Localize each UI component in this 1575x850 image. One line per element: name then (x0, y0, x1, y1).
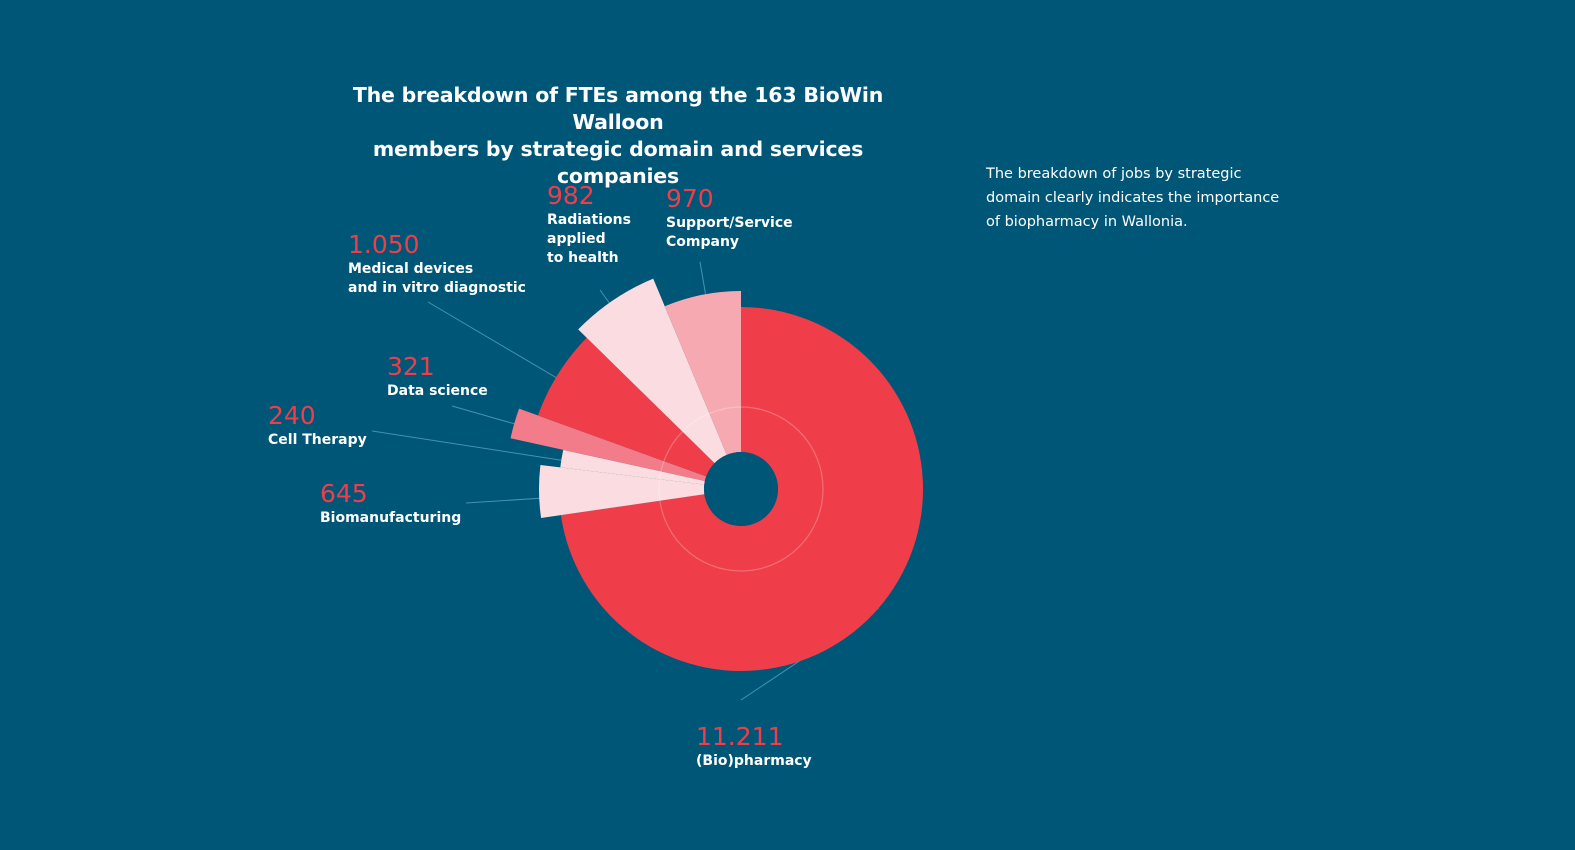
label-bio-pharmacy: 11.211 (Bio)pharmacy (696, 722, 812, 769)
slice-support-service-company (664, 291, 741, 455)
data-label-name: applied (547, 231, 606, 247)
data-label-name: to health (547, 250, 619, 266)
data-label-value: 970 (666, 184, 714, 213)
data-label-value: 321 (387, 352, 435, 381)
label-radiations-applied-to-health: 982 Radiations applied to health (547, 181, 631, 266)
data-label-value: 982 (547, 181, 595, 210)
data-label-name: Support/Service (666, 215, 793, 231)
data-label-name: Company (666, 234, 739, 250)
data-label-name: Medical devices (348, 261, 473, 277)
label-support-service-company: 970 Support/Service Company (666, 184, 793, 250)
slice-radiations-applied-to-health (578, 278, 727, 464)
data-label-value: 240 (268, 401, 316, 430)
data-label-value: 645 (320, 479, 368, 508)
slice-biomanufacturing (538, 465, 705, 518)
side-note: The breakdown of jobs by strategic domai… (986, 162, 1316, 234)
chart-title-line-2: members by strategic domain and services… (372, 137, 864, 188)
slice-medical-devices-and-in-vitro-diagnostic (537, 337, 715, 477)
slice-cell-therapy (560, 449, 705, 485)
data-label-name: Radiations (547, 212, 631, 228)
data-label-name: Cell Therapy (268, 432, 367, 448)
data-label-name: Data science (387, 383, 488, 399)
slice-data-science (510, 408, 707, 482)
label-biomanufacturing: 645 Biomanufacturing (320, 479, 461, 526)
center-hole (704, 452, 778, 526)
chart-title: The breakdown of FTEs among the 163 BioW… (318, 82, 918, 190)
chart-overlay (658, 406, 824, 572)
label-medical-devices-and-in-vitro-diagnostic: 1.050 Medical devices and in vitro diagnos… (348, 230, 526, 296)
side-note-line-1: The breakdown of jobs by strategic (986, 166, 1242, 182)
data-label-name: Biomanufacturing (320, 510, 461, 526)
side-note-line-2: domain clearly indicates the importance (986, 190, 1280, 206)
label-cell-therapy: 240 Cell Therapy (268, 401, 367, 448)
chart-slices (510, 278, 923, 671)
data-label-name: and in vitro diagnostic (348, 280, 526, 296)
data-label-name: (Bio)pharmacy (696, 753, 812, 769)
side-note-line-3: of biopharmacy in Wallonia. (986, 214, 1188, 230)
data-label-value: 1.050 (348, 230, 420, 259)
inner-ring (658, 406, 824, 572)
chart-title-line-1: The breakdown of FTEs among the 163 BioW… (352, 83, 884, 134)
data-label-value: 11.211 (696, 722, 783, 751)
label-data-science: 321 Data science (387, 352, 488, 399)
slice-bio-pharmacy (560, 307, 923, 671)
chart-labels: 11.211 (Bio)pharmacy 645 Biomanufacturing 24… (268, 181, 812, 769)
